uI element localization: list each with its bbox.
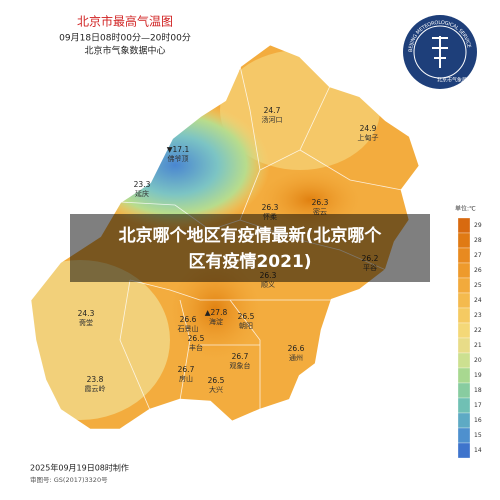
station-value-number: 26.6 — [288, 344, 305, 353]
station-value: 23.3 — [134, 180, 151, 189]
station-value: 26.7 — [232, 352, 249, 361]
legend-unit: 单位:℃ — [455, 205, 476, 213]
station-value: 26.5 — [188, 334, 205, 343]
period: 09月18日08时00分—20时00分 — [59, 32, 191, 44]
banner-bg — [70, 214, 430, 282]
station-name: 大兴 — [209, 385, 223, 394]
legend-swatch — [457, 247, 471, 264]
station-name: 顺义 — [261, 281, 275, 289]
station-value: ▲27.8 — [205, 308, 228, 317]
legend-tick-label: 27 — [474, 252, 482, 259]
legend-swatch — [457, 292, 471, 309]
station-value: 26.6 — [288, 344, 305, 353]
station-name: 上甸子 — [358, 133, 379, 142]
station-name: 延庆 — [135, 189, 149, 198]
stations: ▼17.1佛爷顶23.3延庆24.7汤河口24.9上甸子26.3密云26.3怀柔… — [78, 106, 379, 394]
station-value-number: 27.8 — [211, 308, 228, 317]
station-name: 霞云岭 — [85, 384, 106, 393]
legend-swatch — [457, 262, 471, 279]
legend-tick-label: 23 — [474, 312, 482, 319]
station-name: 观象台 — [230, 361, 251, 370]
station-value: 26.7 — [178, 365, 195, 374]
logo-symbol — [432, 36, 448, 68]
legend-swatch — [457, 322, 471, 339]
legend-tick-label: 20 — [474, 357, 482, 364]
legend-swatch — [457, 397, 471, 414]
station-value: 26.3 — [312, 198, 329, 207]
station-value-number: 26.5 — [188, 334, 205, 343]
station-value-number: 26.3 — [312, 198, 329, 207]
legend-tick-label: 25 — [474, 282, 482, 289]
banner-line: 区有疫情2021) — [188, 251, 311, 272]
legend-swatch — [457, 307, 471, 324]
station-value: ▼17.1 — [167, 145, 190, 154]
station-name: 朝阳 — [239, 321, 253, 330]
legend-swatch — [457, 232, 471, 249]
station-name: 石景山 — [178, 324, 199, 333]
station-value: 26.3 — [262, 203, 279, 212]
station-name: 丰台 — [189, 343, 203, 352]
station-value: 24.3 — [78, 309, 95, 318]
legend-tick-label: 26 — [474, 267, 482, 274]
legend-tick-label: 21 — [474, 342, 482, 349]
station-value-number: 26.3 — [262, 203, 279, 212]
legend-swatch — [457, 382, 471, 399]
station-value: 24.7 — [264, 106, 281, 115]
logo: BEIJING METEOROLOGICAL SERVICE 北京市气象局 — [403, 15, 477, 89]
station-value-number: 26.7 — [232, 352, 249, 361]
station-marker: ▲ — [205, 308, 211, 317]
source: 北京市气象数据中心 — [84, 45, 165, 57]
station-value-number: 23.8 — [87, 375, 104, 384]
legend-swatch — [457, 367, 471, 384]
station-value-number: 26.5 — [208, 376, 225, 385]
legend-swatch — [457, 337, 471, 354]
legend-tick-label: 16 — [474, 417, 482, 424]
footer-approval: 审图号: GS(2017)3320号 — [30, 475, 108, 484]
footer-made: 2025年09月19日08时制作 — [30, 463, 129, 473]
legend-tick-label: 28 — [474, 237, 482, 244]
legend-swatch — [457, 217, 471, 234]
legend-tick-label: 22 — [474, 327, 482, 334]
legend: 29 28 27 26 25 24 23 22 21 20 19 18 17 16 15 14 — [457, 217, 482, 459]
logo-name: 北京市气象局 — [437, 77, 467, 84]
station-value: 26.5 — [238, 312, 255, 321]
legend-tick-label: 18 — [474, 387, 482, 394]
station-value-number: 26.5 — [238, 312, 255, 321]
legend-swatch — [457, 427, 471, 444]
station-value-number: 24.3 — [78, 309, 95, 318]
legend-swatch — [457, 352, 471, 369]
legend-swatch — [457, 442, 471, 459]
station-name: 海淀 — [209, 317, 223, 326]
legend-swatch — [457, 412, 471, 429]
title: 北京市最高气温图 — [77, 14, 173, 29]
legend-tick-label: 29 — [474, 222, 482, 229]
station-value-number: 24.9 — [360, 124, 377, 133]
legend-tick-label: 17 — [474, 402, 482, 409]
station-value: 24.9 — [360, 124, 377, 133]
station-name: 通州 — [289, 353, 303, 362]
station-value: 26.6 — [180, 315, 197, 324]
station-value: 23.8 — [87, 375, 104, 384]
station-value-number: 26.6 — [180, 315, 197, 324]
station-value-number: 23.3 — [134, 180, 151, 189]
legend-tick-label: 19 — [474, 372, 482, 379]
logo-ring — [413, 25, 467, 79]
station-name: 密云 — [313, 207, 327, 216]
station-value: 26.5 — [208, 376, 225, 385]
station-name: 佛爷顶 — [168, 154, 189, 163]
station-marker: ▼ — [167, 145, 173, 154]
station-name: 汤河口 — [262, 115, 283, 124]
station-name: 斋堂 — [79, 318, 93, 327]
legend-swatch — [457, 277, 471, 294]
banner-line: 北京哪个地区有疫情最新(北京哪个 — [119, 225, 383, 246]
station-value-number: 24.7 — [264, 106, 281, 115]
legend-tick-label: 15 — [474, 432, 482, 439]
station-value-number: 26.7 — [178, 365, 195, 374]
legend-tick-label: 14 — [474, 447, 482, 454]
station-name: 房山 — [179, 374, 193, 383]
legend-tick-label: 24 — [474, 297, 482, 304]
station-value-number: 17.1 — [173, 145, 190, 154]
